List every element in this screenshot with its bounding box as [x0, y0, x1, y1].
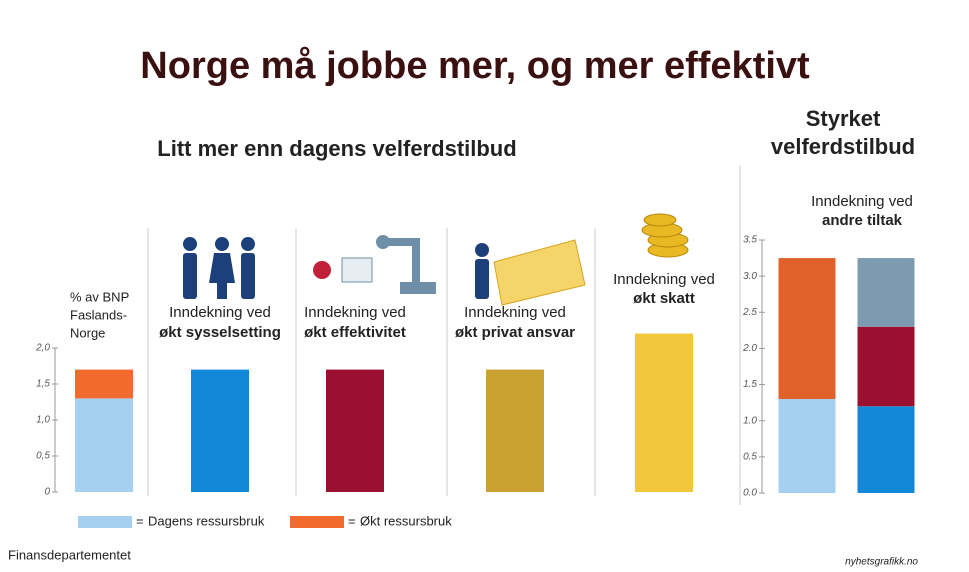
bar — [326, 369, 384, 492]
legend-swatch — [290, 516, 344, 528]
bar — [857, 258, 915, 327]
legend-separator: = — [348, 513, 356, 528]
coins-icon — [641, 213, 689, 258]
bar — [191, 369, 249, 492]
annotation: Inndekning ved — [169, 304, 271, 321]
y-tick-label: 3.0 — [743, 271, 757, 282]
y-tick-label: 2.0 — [742, 343, 757, 354]
y-tick-label: 2.5 — [742, 307, 757, 318]
y-axis-label: Faslands- — [70, 307, 127, 322]
y-tick-label: 1.0 — [743, 415, 757, 426]
y-tick-label: 3.5 — [743, 235, 757, 246]
y-tick-label: 1,5 — [36, 379, 50, 390]
y-tick-label: 0.0 — [743, 488, 757, 499]
legend-swatch — [78, 516, 132, 528]
annotation: Inndekning ved — [811, 193, 913, 210]
y-tick-label: 1,0 — [36, 415, 50, 426]
annotation: Inndekning ved — [304, 304, 406, 321]
y-tick-label: 2,0 — [35, 343, 50, 354]
invoice-icon — [475, 239, 586, 306]
bar — [75, 398, 133, 492]
bar — [635, 333, 693, 492]
legend-separator: = — [136, 513, 144, 528]
bar — [778, 399, 836, 493]
legend-label: Økt ressursbruk — [360, 513, 452, 528]
legend-label: Dagens ressursbruk — [148, 513, 265, 528]
y-tick-label: 0 — [44, 487, 50, 498]
annotation: Inndekning ved — [464, 304, 566, 321]
y-axis-label: Norge — [70, 325, 105, 340]
bar — [857, 406, 915, 493]
y-tick-label: 1.5 — [743, 379, 757, 390]
y-axis-label: % av BNP — [70, 289, 129, 304]
bar — [486, 369, 544, 492]
robot-icon — [313, 235, 436, 294]
dividers — [147, 165, 741, 505]
annotation: økt sysselsetting — [159, 324, 281, 341]
bar — [778, 258, 836, 400]
chart-title: Litt mer enn dagens velferdstilbud — [157, 136, 516, 161]
y-tick-label: 0,5 — [36, 451, 50, 462]
people-icon — [183, 237, 255, 299]
annotation: økt privat ansvar — [455, 324, 575, 341]
annotation: økt effektivitet — [304, 324, 406, 341]
credit: nyhetsgrafikk.no — [845, 557, 918, 568]
chart-title: Styrket — [806, 106, 881, 131]
chart-title: velferdstilbud — [771, 134, 915, 159]
annotation: økt skatt — [633, 290, 695, 307]
bar — [75, 369, 133, 399]
source: Finansdepartementet — [8, 547, 131, 562]
annotation: Inndekning ved — [613, 271, 715, 288]
y-tick-label: 0.5 — [743, 451, 757, 462]
page-title: Norge må jobbe mer, og mer effektivt — [140, 45, 810, 87]
annotation: andre tiltak — [822, 212, 903, 229]
bar — [857, 326, 915, 407]
